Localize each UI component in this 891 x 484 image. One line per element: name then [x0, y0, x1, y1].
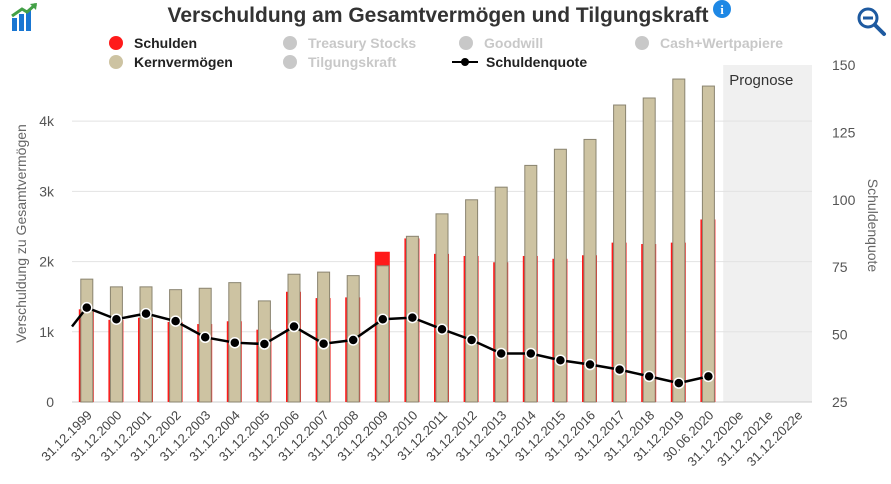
schuldenquote-point[interactable]: [584, 358, 596, 371]
y-left-tick: 0: [46, 394, 54, 410]
y-right-tick: 125: [832, 124, 856, 140]
schuldenquote-point[interactable]: [525, 347, 537, 360]
schuldenquote-point[interactable]: [81, 301, 93, 314]
schuldenquote-point[interactable]: [199, 331, 211, 344]
legend-marker: [283, 55, 297, 69]
bar-kernvermoegen[interactable]: [376, 265, 390, 403]
legend-item-cash-wertpapiere[interactable]: Cash+Wertpapiere: [635, 35, 783, 51]
bar-kernvermoegen[interactable]: [553, 148, 567, 403]
prognose-region: [723, 65, 812, 402]
legend-item-goodwill[interactable]: Goodwill: [459, 35, 543, 51]
legend-item-schulden[interactable]: Schulden: [109, 35, 197, 51]
schuldenquote-point[interactable]: [436, 323, 448, 335]
legend-label: Schulden: [134, 35, 197, 51]
legend-label: Schuldenquote: [486, 54, 587, 70]
bar-kernvermoegen[interactable]: [109, 286, 123, 403]
bar-kernvermoegen[interactable]: [80, 278, 94, 403]
schuldenquote-point[interactable]: [140, 307, 152, 320]
legend-marker: [109, 55, 123, 69]
y-left-tick: 3k: [39, 183, 55, 199]
bar-kernvermoegen[interactable]: [139, 286, 153, 403]
bar-kernvermoegen[interactable]: [257, 300, 271, 403]
legend-item-tilgungskraft[interactable]: Tilgungskraft: [283, 54, 397, 70]
legend-label: Goodwill: [484, 35, 543, 51]
chart-title: Verschuldung am Gesamtvermögen und Tilgu…: [167, 4, 708, 27]
legend-marker: [109, 36, 123, 50]
schuldenquote-point[interactable]: [110, 313, 123, 325]
y-right-tick: 50: [832, 327, 848, 343]
bar-kernvermoegen[interactable]: [198, 287, 212, 403]
bar-kernvermoegen[interactable]: [524, 164, 538, 403]
schuldenquote-point[interactable]: [229, 336, 241, 349]
bar-kernvermoegen[interactable]: [494, 186, 508, 403]
schuldenquote-point[interactable]: [643, 370, 655, 383]
legend-marker: [461, 58, 469, 66]
growth-chart-icon[interactable]: [11, 2, 37, 31]
y-left-tick: 2k: [39, 254, 55, 270]
legend-item-treasury-stocks[interactable]: Treasury Stocks: [283, 35, 416, 51]
bar-kernvermoegen[interactable]: [642, 97, 656, 403]
schuldenquote-point[interactable]: [613, 363, 626, 376]
legend-label: Treasury Stocks: [308, 35, 416, 51]
legend-label: Cash+Wertpapiere: [660, 35, 783, 51]
schuldenquote-point[interactable]: [554, 354, 567, 366]
zoom-out-icon[interactable]: [857, 7, 886, 36]
prognose-label: Prognose: [729, 72, 793, 89]
y-right-tick: 100: [832, 192, 856, 208]
legend-marker: [283, 36, 297, 50]
schuldenquote-point[interactable]: [258, 338, 271, 350]
schuldenquote-point[interactable]: [288, 320, 300, 333]
schuldenquote-point[interactable]: [406, 311, 419, 324]
schuldenquote-point[interactable]: [702, 370, 715, 383]
y-right-tick: 25: [832, 394, 848, 410]
legend-item-kernverm-gen[interactable]: Kernvermögen: [109, 54, 233, 70]
legend: Schulden Treasury Stocks Goodwill Cash+Wert…: [109, 35, 783, 70]
schuldenquote-point[interactable]: [495, 347, 507, 360]
bar-kernvermoegen[interactable]: [672, 78, 686, 403]
plot-area: Prognose 0 1k 2k 3k 4k 25 50 75 100 125 150 Verschul…: [13, 57, 881, 469]
bar-kernvermoegen[interactable]: [317, 271, 331, 403]
info-icon[interactable]: i: [713, 0, 731, 18]
y-left-tick: 1k: [39, 324, 55, 340]
bar-kernvermoegen[interactable]: [701, 85, 715, 403]
schuldenquote-point[interactable]: [465, 334, 478, 346]
svg-text:i: i: [720, 2, 724, 17]
y-right-tick: 150: [832, 57, 856, 73]
schuldenquote-point[interactable]: [169, 315, 182, 327]
bar-kernvermoegen[interactable]: [465, 199, 479, 403]
legend-label: Tilgungskraft: [308, 54, 397, 70]
schuldenquote-point[interactable]: [317, 338, 330, 350]
schuldenquote-point[interactable]: [673, 377, 685, 389]
y-left-axis-title: Verschuldung zu Gesamtvermögen: [13, 124, 29, 343]
schuldenquote-point[interactable]: [377, 313, 389, 325]
bar-kernvermoegen[interactable]: [287, 273, 301, 403]
bar-kernvermoegen[interactable]: [613, 104, 627, 403]
y-left-tick: 4k: [39, 113, 55, 129]
legend-marker: [459, 36, 473, 50]
legend-item-schuldenquote[interactable]: Schuldenquote: [452, 54, 587, 70]
legend-label: Kernvermögen: [134, 54, 233, 70]
bar-kernvermoegen[interactable]: [583, 138, 597, 403]
bar-kernvermoegen[interactable]: [435, 213, 449, 403]
bar-kernvermoegen[interactable]: [169, 289, 183, 403]
y-right-tick: 75: [832, 259, 848, 275]
legend-marker: [635, 36, 649, 50]
y-right-axis-title: Schuldenquote: [865, 179, 881, 273]
schuldenquote-point[interactable]: [347, 334, 359, 346]
